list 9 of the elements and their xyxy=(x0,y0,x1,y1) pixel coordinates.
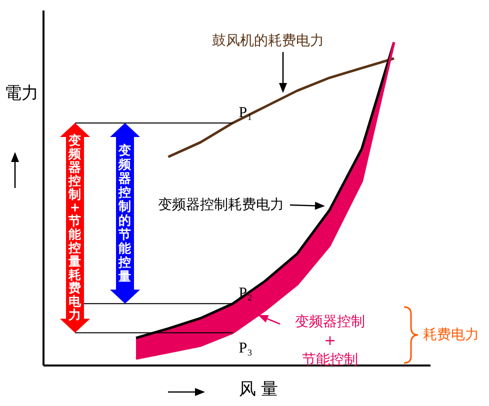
annotation: P₃ xyxy=(238,340,252,357)
x-axis-title: 风 量 xyxy=(238,380,278,400)
text: 变频器控制的节能控量 xyxy=(118,142,132,284)
text: 鼓风机的耗费电力 xyxy=(212,33,324,49)
text: 耗费电力 xyxy=(423,327,479,343)
text: 变频器控制耗费电力 xyxy=(158,197,284,213)
text: 变频器控制+节能控量耗费电力 xyxy=(68,132,82,322)
y-axis-title: 電力 xyxy=(4,84,38,104)
legend-label: 变频器控制+节能控制 xyxy=(295,314,365,368)
